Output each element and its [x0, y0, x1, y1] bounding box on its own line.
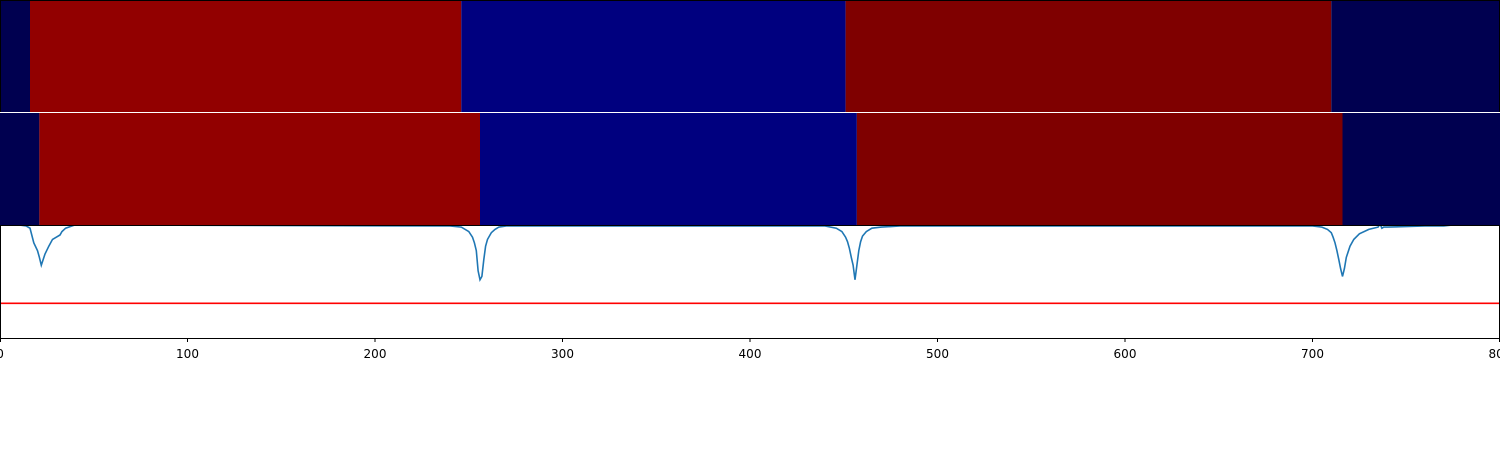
x-tick-label: 0: [0, 347, 4, 361]
segment-top-3: [845, 0, 1332, 112]
segment-middle-3: [856, 113, 1343, 225]
segment-top-1: [30, 0, 462, 112]
segment-middle-1: [39, 113, 480, 225]
segment-middle-4: [1342, 113, 1500, 225]
x-tick-label: 400: [739, 347, 762, 361]
x-tick-label: 600: [1114, 347, 1137, 361]
segment-middle-2: [480, 113, 857, 225]
x-tick-label: 200: [364, 347, 387, 361]
segment-middle-0: [0, 113, 40, 225]
segment-top-2: [461, 0, 846, 112]
middle-segmentation-strip: [0, 113, 1500, 225]
x-axis: 0 100 200 300 400 500 600 700 800: [0, 338, 1500, 361]
x-tick-label: 500: [926, 347, 949, 361]
top-segmentation-strip: [0, 0, 1500, 112]
segment-top-4: [1331, 0, 1500, 112]
segment-top-0: [0, 0, 30, 112]
x-tick-label: 800: [1489, 347, 1500, 361]
x-tick-label: 100: [176, 347, 199, 361]
x-tick-label: 300: [551, 347, 574, 361]
x-tick-label: 700: [1301, 347, 1324, 361]
signal-series-line: [20, 226, 1451, 283]
